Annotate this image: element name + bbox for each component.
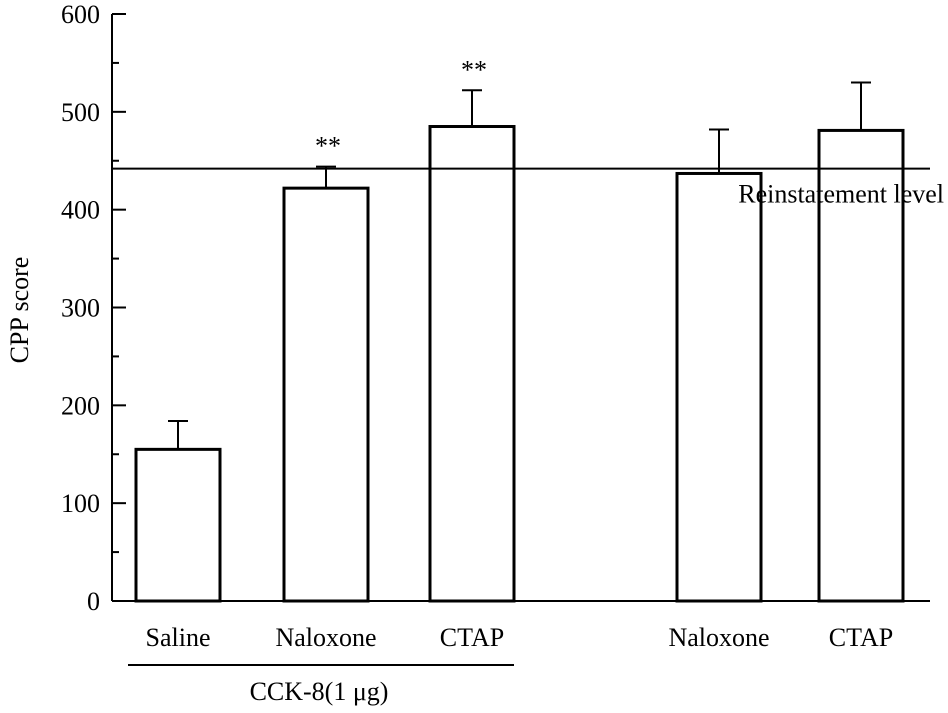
y-tick-label: 600 (61, 0, 100, 29)
y-tick-label: 400 (61, 196, 100, 225)
significance-marker: ** (461, 55, 487, 84)
category-label: Naloxone (668, 623, 769, 652)
y-tick-label: 0 (87, 587, 100, 616)
cck8-group-label: CCK-8(1 μg) (250, 677, 389, 706)
reinstatement-level-label: Reinstatement level (738, 180, 944, 209)
bars (134, 81, 905, 603)
category-label: CTAP (440, 623, 504, 652)
category-label: Naloxone (275, 623, 376, 652)
y-tick-label: 100 (61, 489, 100, 518)
y-tick-label: 200 (61, 391, 100, 420)
y-tick-label: 300 (61, 294, 100, 323)
y-tick-label: 500 (61, 98, 100, 127)
category-label: CTAP (829, 623, 893, 652)
bar (675, 171, 763, 603)
bar (134, 447, 222, 603)
bar (817, 128, 905, 603)
significance-marker: ** (315, 132, 341, 161)
axes: 0 100 200 300 400 500 600 (61, 0, 930, 616)
category-label: Saline (146, 623, 211, 652)
bar (428, 125, 516, 603)
labels: Saline ** Naloxone ** CTAP Naloxone CTAP (146, 55, 894, 652)
y-axis-title: CPP score (5, 257, 34, 364)
bar (282, 186, 370, 603)
